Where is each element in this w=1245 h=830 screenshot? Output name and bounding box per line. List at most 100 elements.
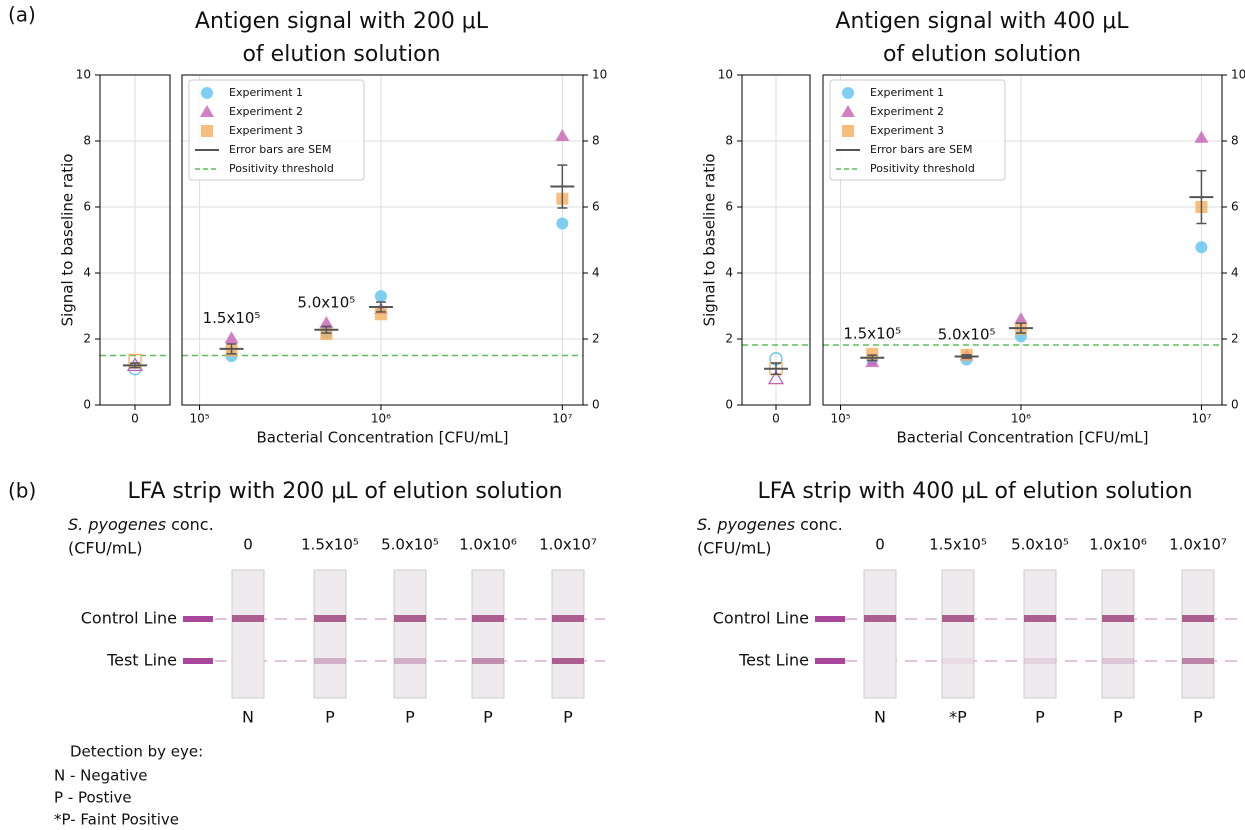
y2-tick-label: 0 bbox=[1231, 398, 1239, 412]
column-label: 1.0x10⁷ bbox=[1169, 536, 1227, 554]
y-tick-label: 0 bbox=[725, 398, 733, 412]
x-tick-label: 0 bbox=[772, 412, 780, 426]
y-tick-label: 2 bbox=[83, 332, 91, 346]
plot-frame bbox=[181, 74, 584, 406]
test-band bbox=[1182, 658, 1214, 664]
header-text: conc. bbox=[171, 515, 214, 534]
row-marker bbox=[815, 658, 845, 664]
annotation: 5.0x10⁵ bbox=[297, 294, 355, 312]
control-band bbox=[232, 615, 264, 622]
result-label: P bbox=[1035, 708, 1045, 727]
result-label: N bbox=[242, 708, 254, 727]
marker bbox=[556, 217, 569, 230]
plot-frame bbox=[822, 74, 1223, 406]
y2-tick-label: 10 bbox=[1231, 68, 1245, 82]
y2-tick-label: 6 bbox=[1231, 200, 1239, 214]
row-marker bbox=[183, 616, 213, 622]
y2-tick-label: 8 bbox=[1231, 134, 1239, 148]
error-bar bbox=[314, 325, 339, 334]
x-tick-label: 10⁶ bbox=[1011, 412, 1031, 426]
plot-frame bbox=[741, 74, 811, 406]
y-tick-label: 6 bbox=[83, 200, 91, 214]
y-tick-label: 6 bbox=[725, 200, 733, 214]
plot-frame bbox=[99, 74, 171, 406]
error-bar bbox=[764, 362, 788, 376]
control-band bbox=[1024, 615, 1056, 622]
marker bbox=[319, 316, 334, 329]
annotation: 1.5x10⁵ bbox=[843, 324, 901, 342]
control-band bbox=[472, 615, 504, 622]
legend-label: Experiment 3 bbox=[870, 124, 944, 137]
column-label: 1.0x10⁶ bbox=[459, 536, 517, 554]
y2-tick-label: 2 bbox=[1231, 332, 1239, 346]
test-band bbox=[394, 658, 426, 664]
marker bbox=[201, 87, 213, 99]
marker bbox=[1195, 241, 1208, 254]
y2-tick-label: 0 bbox=[592, 398, 600, 412]
error-bar bbox=[860, 354, 885, 362]
y-tick-label: 10 bbox=[718, 68, 733, 82]
x-tick-label: 10⁷ bbox=[552, 412, 572, 426]
detection-item: *P- Faint Positive bbox=[54, 811, 179, 829]
column-label: 1.0x10⁶ bbox=[1089, 536, 1147, 554]
detection-title: Detection by eye: bbox=[70, 743, 203, 761]
control-band bbox=[314, 615, 346, 622]
strip bbox=[471, 569, 505, 699]
strip-unit: (CFU/mL) bbox=[697, 539, 771, 558]
error-bar bbox=[1008, 322, 1033, 334]
marker bbox=[842, 125, 854, 137]
result-label: P bbox=[1113, 708, 1123, 727]
y2-tick-label: 2 bbox=[592, 332, 600, 346]
y-tick-label: 8 bbox=[83, 134, 91, 148]
column-label: 0 bbox=[875, 536, 885, 554]
control-band bbox=[394, 615, 426, 622]
error-bar bbox=[954, 354, 979, 359]
strip-title: LFA strip with 400 μL of elution solutio… bbox=[757, 479, 1192, 504]
y-tick-label: 10 bbox=[76, 68, 91, 82]
detection-item: P - Postive bbox=[54, 789, 132, 807]
test-band bbox=[472, 658, 504, 664]
test-band bbox=[942, 658, 974, 664]
column-label: 1.5x10⁵ bbox=[929, 536, 987, 554]
panel-label: (b) bbox=[8, 479, 36, 503]
test-band bbox=[314, 658, 346, 664]
result-label: P bbox=[563, 708, 573, 727]
result-label: *P bbox=[949, 708, 967, 727]
column-label: 0 bbox=[243, 536, 253, 554]
row-label: Test Line bbox=[738, 651, 809, 670]
x-axis-label: Bacterial Concentration [CFU/mL] bbox=[257, 429, 509, 447]
strip bbox=[231, 569, 265, 699]
column-label: 5.0x10⁵ bbox=[1011, 536, 1069, 554]
detection-item: N - Negative bbox=[54, 767, 148, 785]
marker bbox=[201, 125, 213, 137]
control-band bbox=[1102, 615, 1134, 622]
strip bbox=[863, 569, 897, 699]
error-bar bbox=[123, 362, 147, 369]
marker bbox=[1013, 312, 1028, 325]
column-label: 5.0x10⁵ bbox=[381, 536, 439, 554]
marker bbox=[555, 129, 570, 142]
header-text: conc. bbox=[800, 515, 843, 534]
strip-unit: (CFU/mL) bbox=[68, 539, 142, 558]
marker bbox=[374, 290, 387, 303]
marker bbox=[224, 331, 239, 344]
y-tick-label: 2 bbox=[725, 332, 733, 346]
annotation: 5.0x10⁵ bbox=[938, 325, 996, 343]
x-tick-label: 10⁵ bbox=[830, 412, 850, 426]
error-bar bbox=[1189, 169, 1214, 225]
y-tick-label: 0 bbox=[83, 398, 91, 412]
legend-label: Positivity threshold bbox=[870, 162, 975, 175]
strip-header: S. pyogenes conc. bbox=[68, 515, 214, 534]
control-band bbox=[864, 615, 896, 622]
legend-box bbox=[829, 79, 1006, 181]
strip-title: LFA strip with 200 μL of elution solutio… bbox=[127, 479, 562, 504]
result-label: P bbox=[405, 708, 415, 727]
row-label: Control Line bbox=[81, 609, 177, 628]
y2-tick-label: 10 bbox=[592, 68, 607, 82]
legend-box bbox=[188, 79, 365, 181]
marker bbox=[767, 370, 785, 385]
x-tick-label: 0 bbox=[131, 412, 139, 426]
legend-label: Experiment 1 bbox=[229, 86, 303, 99]
row-label: Test Line bbox=[106, 651, 177, 670]
